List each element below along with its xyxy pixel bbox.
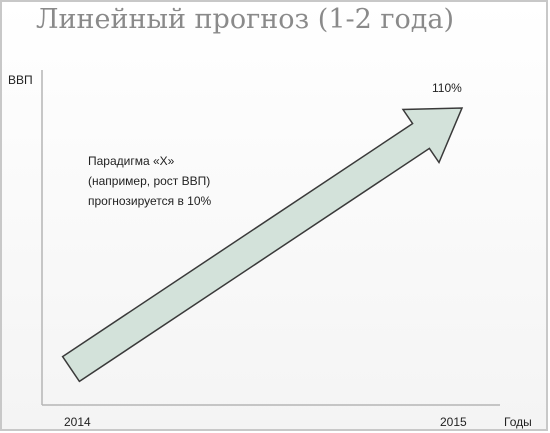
note-line: Парадигма «Х» [88, 154, 175, 168]
x-axis-label: Годы [504, 415, 532, 429]
growth-arrow [61, 107, 464, 383]
note-line: прогнозируется в 10% [88, 194, 212, 208]
slide-title: Линейный прогноз (1-2 года) [36, 4, 454, 35]
start-year: 2014 [64, 415, 91, 429]
note-line: (например, рост ВВП) [88, 174, 210, 188]
arrow-label: 110% [432, 81, 462, 95]
end-year: 2015 [440, 415, 467, 429]
y-axis-label: ВВП [8, 73, 33, 87]
